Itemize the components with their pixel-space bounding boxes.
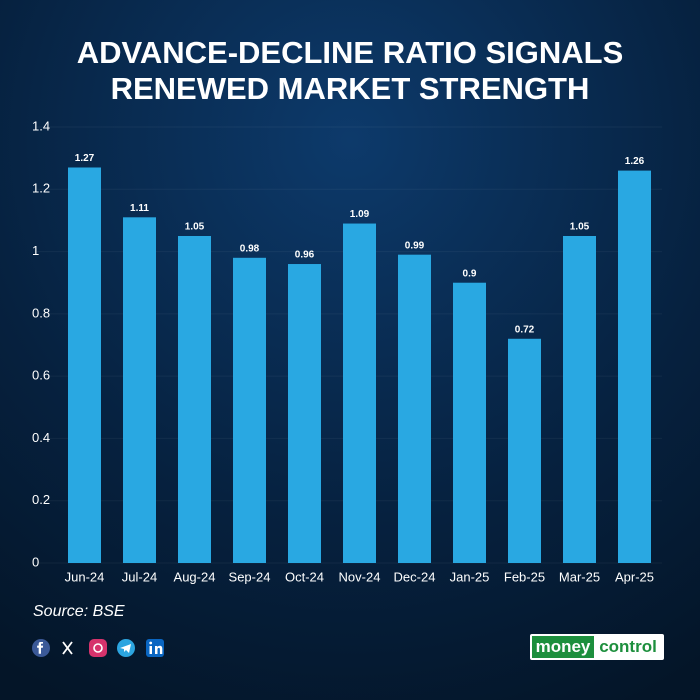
x-tick-label: Feb-25: [504, 569, 545, 584]
bar: [178, 236, 211, 563]
x-tick-label: Dec-24: [394, 569, 436, 584]
value-label: 0.9: [463, 268, 477, 279]
logo-green: [532, 636, 594, 658]
x-tick-label: Nov-24: [339, 569, 381, 584]
value-label: 1.05: [185, 222, 205, 233]
y-tick-label: 0.4: [32, 430, 50, 445]
chart-title: RENEWED MARKET STRENGTH: [111, 71, 590, 106]
x-tick-label: Jul-24: [122, 569, 157, 584]
value-label: 0.96: [295, 250, 315, 261]
y-tick-label: 0.2: [32, 492, 50, 507]
logo-right: control: [599, 637, 657, 656]
linkedin-dot: [149, 641, 153, 645]
value-label: 1.27: [75, 153, 95, 164]
x-tick-label: Apr-25: [615, 569, 654, 584]
y-tick-label: 1.4: [32, 118, 50, 133]
value-label: 1.05: [570, 222, 590, 233]
y-tick-label: 0: [32, 554, 39, 569]
y-tick-label: 1.2: [32, 181, 50, 196]
value-label: 0.99: [405, 240, 425, 251]
x-tick-label: Jun-24: [65, 569, 105, 584]
linkedin-glyph: [149, 645, 163, 654]
telegram-glyph: [120, 644, 131, 653]
bar: [288, 264, 321, 563]
instagram-icon[interactable]: [89, 639, 107, 657]
y-tick-label: 1: [32, 243, 39, 258]
y-tick-label: 0.6: [32, 368, 50, 383]
value-label: 0.72: [515, 324, 535, 335]
facebook-glyph: [37, 642, 44, 654]
x-tick-label: Aug-24: [174, 569, 216, 584]
bar: [123, 217, 156, 564]
x-tick-label: Sep-24: [229, 569, 271, 584]
x-tick-label: Mar-25: [559, 569, 600, 584]
chart-title: ADVANCE-DECLINE RATIO SIGNALS: [77, 35, 624, 70]
bar: [343, 223, 376, 564]
value-label: 1.09: [350, 209, 370, 220]
logo-left: money: [536, 637, 591, 656]
bar: [618, 170, 651, 563]
instagram-glyph: [93, 643, 103, 653]
value-label: 1.11: [130, 203, 149, 214]
social-icons: [32, 639, 164, 657]
bar: [453, 282, 486, 563]
logo: money control: [530, 634, 664, 660]
x-tick-label: Jan-25: [450, 569, 490, 584]
source: Source: BSE: [33, 603, 125, 620]
value-label: 0.98: [240, 243, 260, 254]
bar: [398, 254, 431, 563]
value-label: 1.26: [625, 156, 645, 167]
bar: [508, 338, 541, 563]
bar: [68, 167, 101, 563]
bar: [563, 236, 596, 563]
y-tick-label: 0.8: [32, 305, 50, 320]
x-tick-label: Oct-24: [285, 569, 324, 584]
x-icon[interactable]: [62, 641, 73, 655]
bar: [233, 257, 266, 563]
